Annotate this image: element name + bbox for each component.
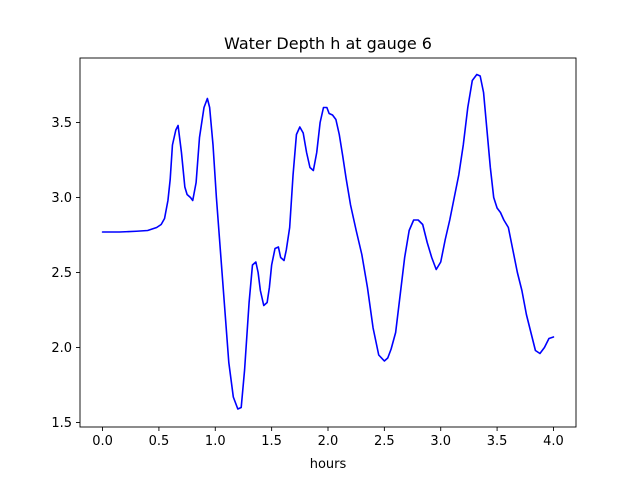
y-tick-label: 2.0 [51,341,72,356]
plot-area: 0.0 0.5 1.0 1.5 2.0 2.5 3.0 3.5 4.0 1.5 2.0 2.5 3.0 3… [51,57,577,449]
x-tick-label: 1.0 [205,434,226,449]
chart-title: Water Depth h at gauge 6 [224,34,432,53]
x-tick-label: 4.0 [543,434,564,449]
x-tick-label: 0.0 [92,434,113,449]
x-tick-label: 2.5 [374,434,395,449]
y-tick-label: 3.5 [51,116,72,131]
y-tick-label: 2.5 [51,266,72,281]
x-tick-label: 2.0 [318,434,339,449]
x-tick-label: 3.0 [430,434,451,449]
y-tick-label: 1.5 [51,416,72,431]
x-tick-label: 0.5 [149,434,170,449]
x-tick-label: 1.5 [261,434,282,449]
x-axis-label: hours [310,457,347,472]
x-tick-label: 3.5 [487,434,508,449]
y-tick-label: 3.0 [51,191,72,206]
series-line-0 [101,73,555,410]
